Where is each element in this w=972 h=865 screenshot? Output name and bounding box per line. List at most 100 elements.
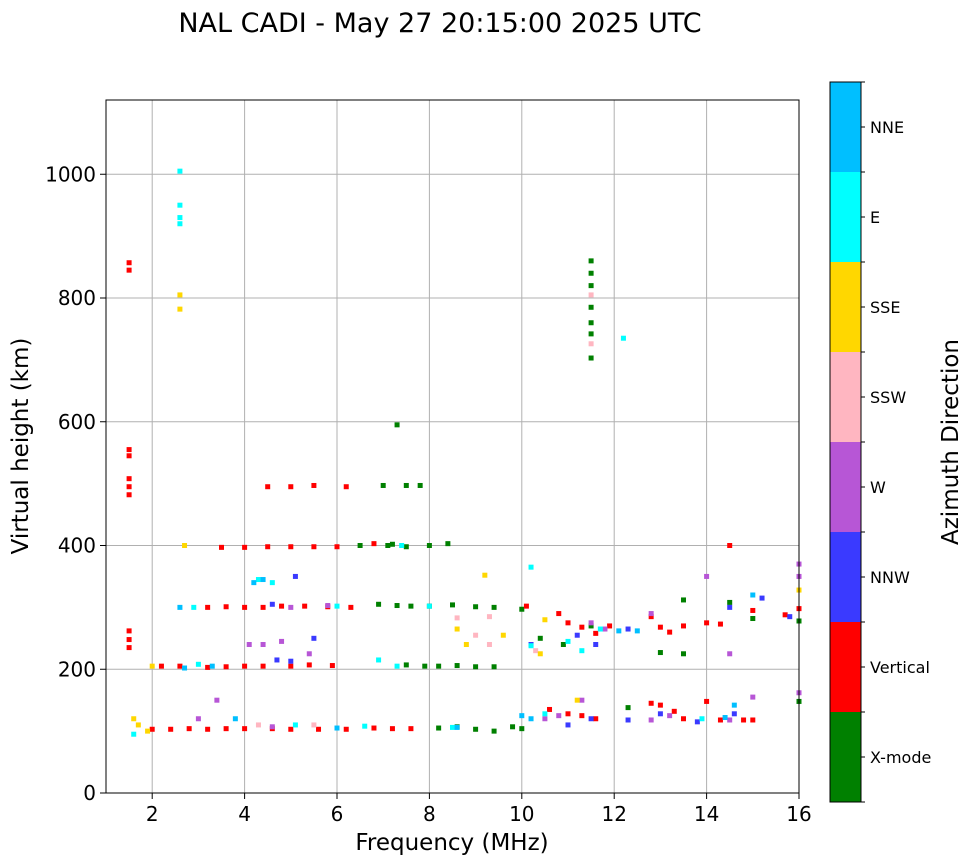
data-point-xmode <box>588 331 594 337</box>
data-point-sse <box>463 642 469 647</box>
data-point-vertical <box>205 604 211 610</box>
y-tick-label: 1000 <box>45 162 96 186</box>
data-point-vertical <box>302 603 308 609</box>
colorbar-segment <box>830 82 861 172</box>
data-point-xmode <box>422 663 428 669</box>
data-point-vertical <box>311 544 317 550</box>
data-point-nnw <box>565 722 571 728</box>
data-point-nne <box>634 628 640 634</box>
data-point-e <box>131 731 137 737</box>
data-point-e <box>195 661 201 667</box>
data-point-xmode <box>537 635 543 641</box>
data-point-e <box>528 643 534 649</box>
x-tick-label: 6 <box>331 802 344 826</box>
data-point-xmode <box>588 304 594 310</box>
data-point-nnw <box>625 626 631 632</box>
data-point-vertical <box>177 663 183 669</box>
data-point-vertical <box>334 544 340 550</box>
data-point-vertical <box>648 614 654 620</box>
data-point-w <box>306 651 312 657</box>
colorbar-tick-label: E <box>870 208 880 227</box>
data-point-xmode <box>491 728 497 734</box>
data-point-e <box>542 711 548 717</box>
data-point-w <box>195 716 201 722</box>
data-point-xmode <box>473 726 479 732</box>
y-tick-label: 800 <box>58 286 96 310</box>
data-point-nnw <box>269 601 275 607</box>
data-point-vertical <box>168 726 174 732</box>
data-point-w <box>648 717 654 723</box>
data-point-xmode <box>403 482 409 488</box>
data-point-vertical <box>681 716 686 722</box>
data-point-nne <box>251 580 257 586</box>
plot-frame <box>105 99 800 794</box>
data-point-vertical <box>288 663 294 669</box>
data-point-vertical <box>219 544 224 550</box>
y-tick-label: 400 <box>58 534 96 558</box>
data-point-w <box>750 694 756 700</box>
data-point-vertical <box>593 630 599 636</box>
data-point-sse <box>145 728 151 734</box>
data-point-w <box>727 717 733 723</box>
data-point-vertical <box>265 544 271 550</box>
colorbar-segment <box>830 532 861 622</box>
data-point-nne <box>454 724 460 730</box>
y-axis-label: Virtual height (km) <box>8 338 34 555</box>
data-point-xmode <box>450 602 455 608</box>
data-point-ssw <box>533 648 539 654</box>
data-point-ssw <box>588 292 594 298</box>
data-point-xmode <box>519 606 525 612</box>
x-tick-label: 2 <box>146 802 159 826</box>
data-point-e <box>269 580 275 586</box>
x-tick-label: 10 <box>509 802 534 826</box>
data-point-vertical <box>681 623 686 629</box>
data-point-sse <box>131 716 137 722</box>
data-point-e <box>426 603 432 609</box>
data-point-xmode <box>445 541 451 547</box>
data-point-w <box>269 724 275 730</box>
data-point-vertical <box>727 543 733 548</box>
data-point-vertical <box>242 544 248 550</box>
data-point-xmode <box>588 258 594 264</box>
data-point-xmode <box>426 543 432 548</box>
data-point-ssw <box>486 614 492 620</box>
data-point-nne <box>232 716 238 722</box>
data-point-vertical <box>149 726 155 732</box>
data-point-vertical <box>126 447 132 453</box>
data-point-w <box>288 604 294 610</box>
data-point-xmode <box>473 604 479 610</box>
data-point-vertical <box>288 484 294 490</box>
data-point-vertical <box>223 726 229 732</box>
data-point-vertical <box>126 260 132 266</box>
data-point-nne <box>519 713 525 719</box>
data-point-xmode <box>408 603 414 609</box>
chart-title: NAL CADI - May 27 20:15:00 2025 UTC <box>178 8 701 39</box>
data-point-ssw <box>311 722 317 728</box>
colorbar-segment <box>830 712 861 802</box>
data-point-nne <box>616 628 622 634</box>
data-point-w <box>667 713 673 719</box>
data-point-vertical <box>579 713 585 719</box>
data-point-vertical <box>126 637 132 643</box>
data-point-vertical <box>408 726 414 732</box>
data-point-e <box>450 724 455 730</box>
data-point-vertical <box>717 717 723 723</box>
y-tick-label: 0 <box>83 781 96 805</box>
data-point-nne <box>260 577 266 583</box>
data-point-xmode <box>473 664 479 670</box>
data-point-w <box>214 697 220 703</box>
data-point-xmode <box>510 724 516 730</box>
data-point-xmode <box>385 543 391 548</box>
data-point-xmode <box>681 597 686 603</box>
data-point-w <box>325 603 331 609</box>
data-point-xmode <box>491 604 497 610</box>
data-point-nnw <box>731 711 737 717</box>
data-point-w <box>542 716 548 722</box>
data-point-vertical <box>371 541 377 547</box>
data-point-xmode <box>588 623 594 629</box>
colorbar-tick-label: SSE <box>870 298 900 317</box>
data-point-e <box>177 202 183 208</box>
data-point-nnw <box>694 719 700 725</box>
data-point-w <box>727 651 733 657</box>
data-point-xmode <box>625 705 631 711</box>
